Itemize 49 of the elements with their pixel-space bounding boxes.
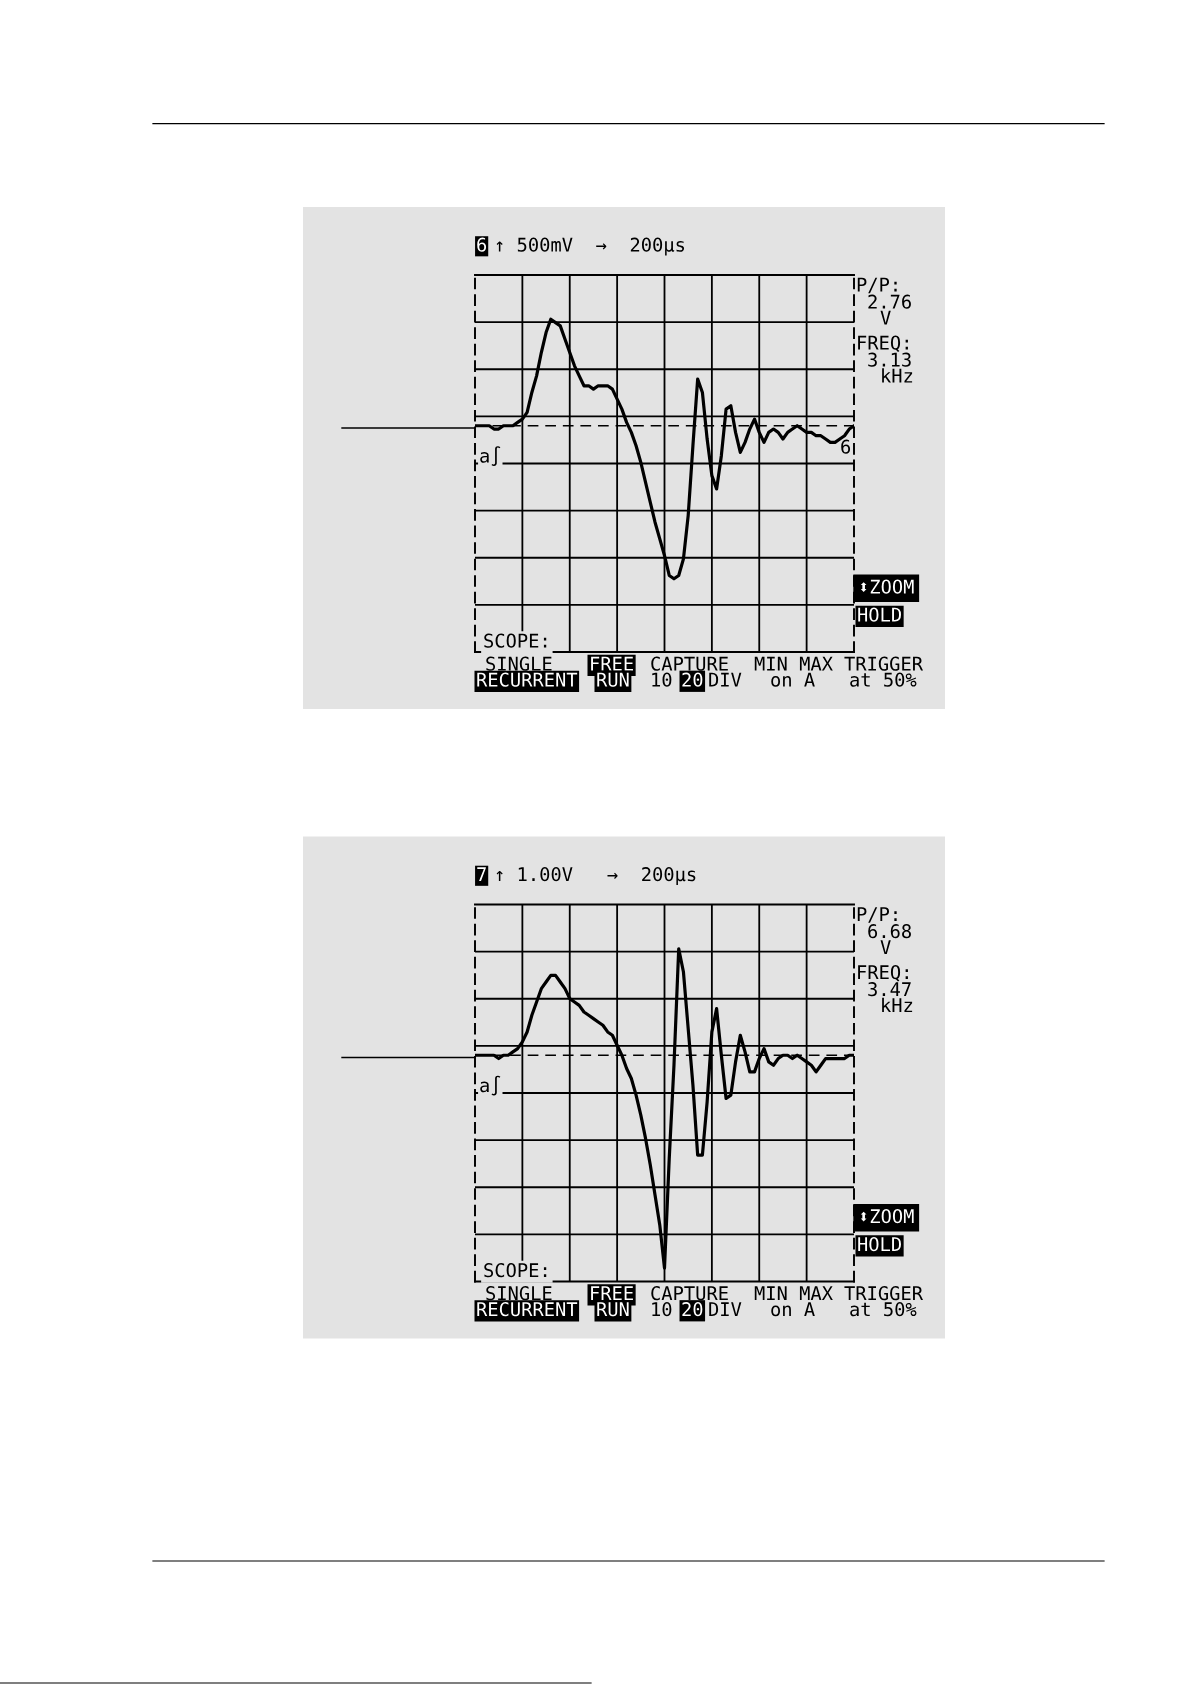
- text: 3.47: [868, 982, 911, 997]
- text: 10: [652, 672, 672, 687]
- text: 3.13: [868, 352, 911, 367]
- text: P/P:: [857, 277, 897, 294]
- text: kHz: [882, 997, 913, 1012]
- text: 10: [652, 1302, 672, 1317]
- text: FREQ:: [858, 335, 908, 352]
- text: ⬍ZOOM: [860, 579, 914, 594]
- text: FREE: [591, 1286, 633, 1300]
- text: MIN MAX: [754, 656, 833, 671]
- text: 20: [682, 672, 703, 687]
- text: P/P:: [857, 907, 897, 923]
- text: 20: [682, 1302, 703, 1317]
- text: V: [880, 940, 891, 954]
- text: DIV: [709, 672, 742, 687]
- text: HOLD: [858, 607, 901, 622]
- text: V: [880, 310, 891, 325]
- text: TRIGGER: [844, 1286, 924, 1301]
- text: MIN MAX: [754, 1286, 833, 1300]
- text: FREE: [591, 656, 633, 671]
- text: TRIGGER: [844, 656, 924, 671]
- text: SINGLE: [486, 1286, 552, 1301]
- text: CAPTURE: [651, 656, 728, 671]
- text: on A: [771, 672, 815, 687]
- annotation: a∫: [480, 446, 501, 466]
- text: DIV: [709, 1302, 742, 1316]
- text: kHz: [882, 368, 913, 383]
- text: RUN: [597, 672, 629, 687]
- text: 7: [477, 867, 486, 881]
- text: ⬍ZOOM: [860, 1209, 914, 1224]
- text: 6: [477, 237, 487, 252]
- chart-title: ↑ 1.00V → 200µs: [496, 867, 696, 885]
- annotation: SCOPE:: [484, 1263, 547, 1278]
- text: FREQ:: [858, 965, 908, 982]
- text: RECURRENT: [477, 672, 578, 687]
- chart-title: ↑ 500mV → 200µs: [496, 237, 685, 256]
- text: RECURRENT: [477, 1302, 578, 1317]
- text: HOLD: [858, 1237, 901, 1252]
- text: SINGLE: [486, 656, 552, 671]
- text: on A: [771, 1302, 815, 1317]
- annotation: a∫: [480, 1075, 501, 1096]
- text: CAPTURE: [651, 1286, 728, 1301]
- text: 6.68: [868, 924, 911, 939]
- text: RUN: [597, 1302, 629, 1317]
- text: at 50%: [850, 1302, 917, 1317]
- text: 2.76: [868, 294, 911, 309]
- annotation: 6: [841, 439, 851, 454]
- annotation: SCOPE:: [484, 633, 547, 648]
- text: at 50%: [850, 672, 917, 687]
